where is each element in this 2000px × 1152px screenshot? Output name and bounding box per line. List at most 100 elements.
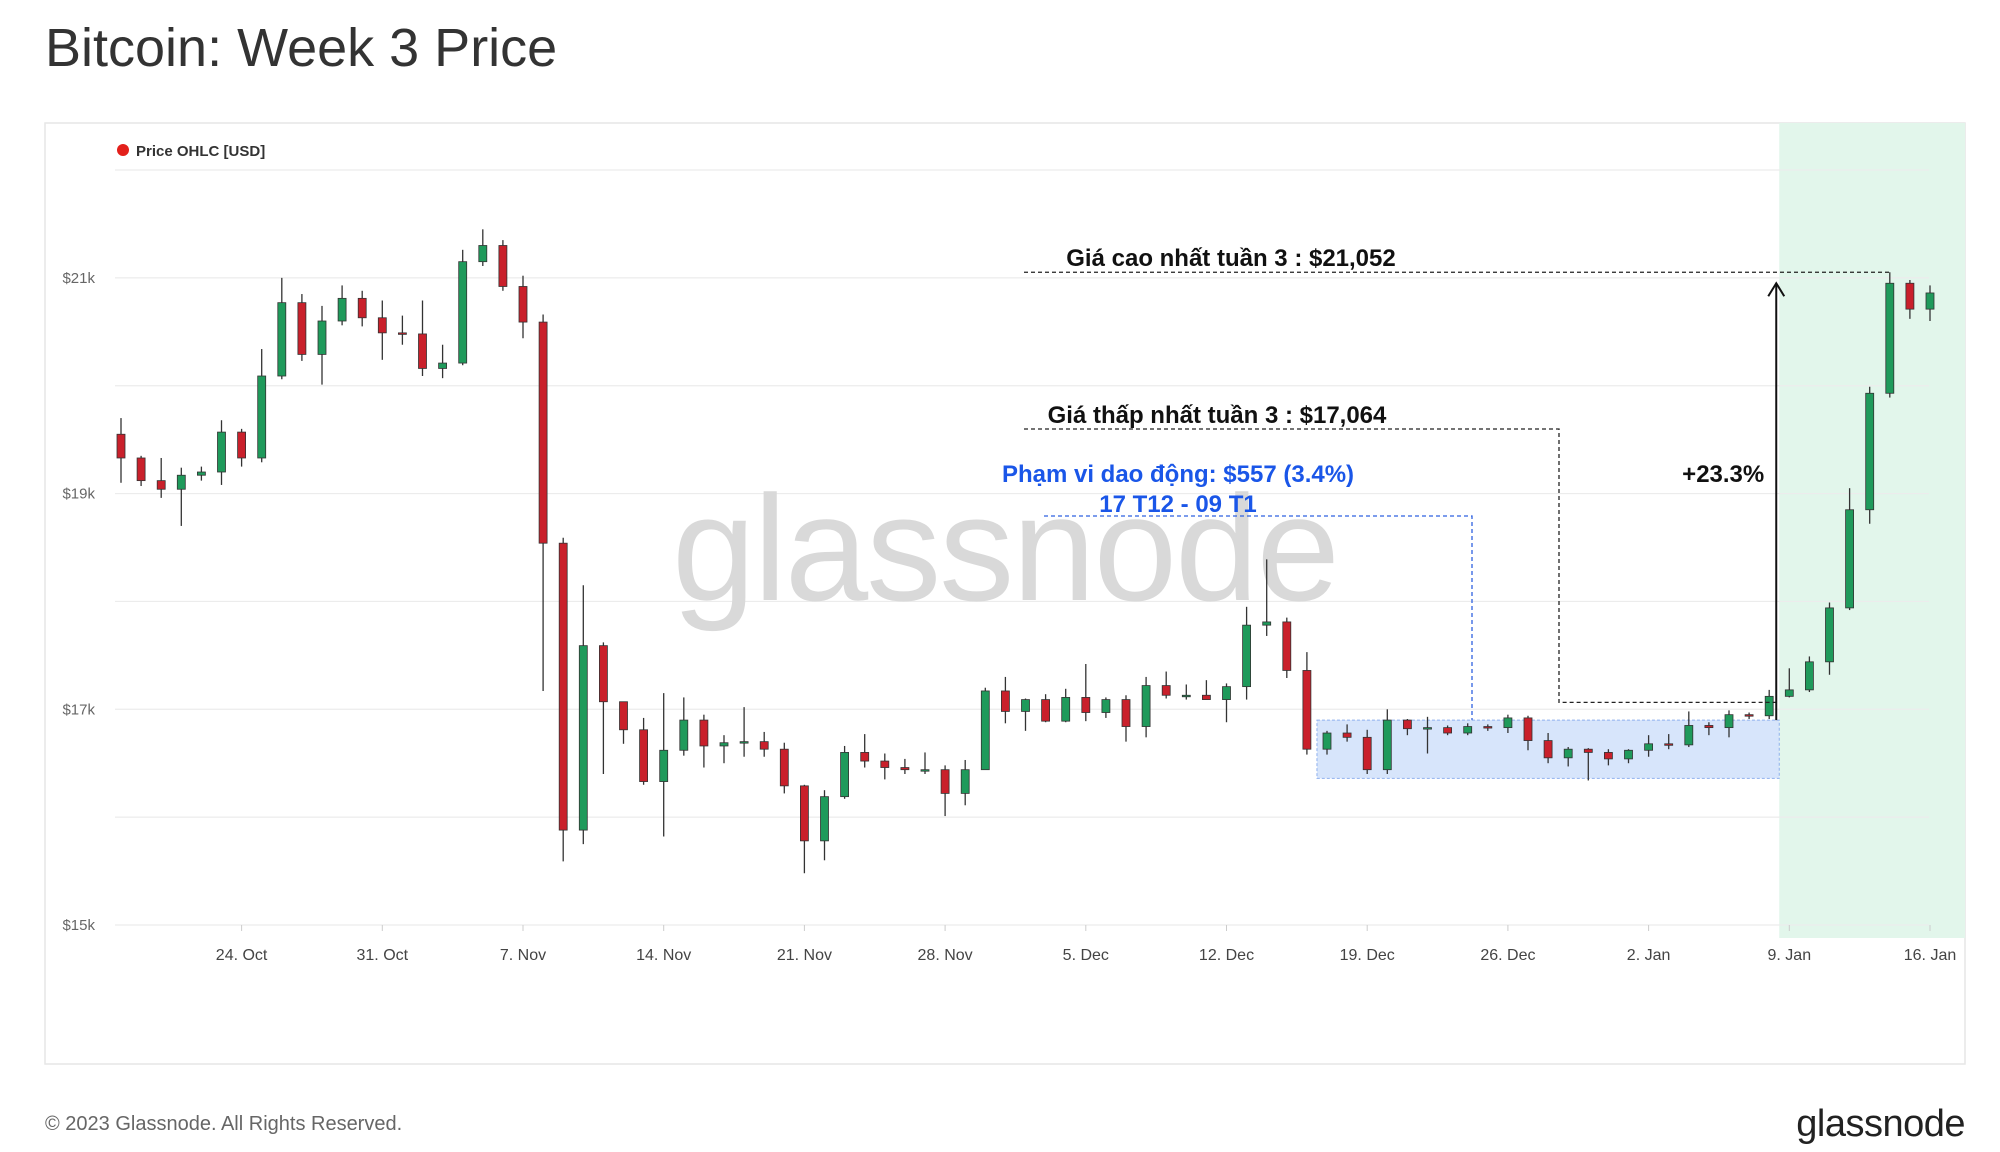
candle-body [297, 302, 307, 355]
x-tick-label: 21. Nov [777, 947, 832, 964]
candle-body [1041, 699, 1050, 722]
candle-body [1583, 748, 1593, 753]
y-tick-label: $15k [62, 917, 95, 934]
candle-body [1825, 607, 1834, 663]
range-label: Phạm vi dao động: $557 (3.4%) [1002, 461, 1354, 488]
y-tick-label: $19k [62, 486, 95, 503]
candle-body [1262, 621, 1272, 626]
candle-body [1382, 719, 1392, 771]
candle-body [1704, 725, 1714, 729]
x-tick-label: 16. Jan [1904, 947, 1956, 964]
footer: © 2023 Glassnode. All Rights Reserved. [45, 1113, 402, 1135]
low-line [1024, 428, 1780, 704]
range-line [1044, 515, 1473, 721]
candle-body [1764, 695, 1774, 717]
candle-body [357, 297, 367, 319]
candle-body [960, 769, 970, 794]
high-label: Giá cao nhất tuần 3 : $21,052 [1066, 245, 1395, 272]
candle-body [558, 542, 568, 831]
candle-body [1061, 697, 1071, 722]
candle-body [719, 742, 729, 747]
candle-body [860, 752, 870, 762]
candle-body [176, 474, 186, 490]
candle-body [800, 785, 809, 842]
x-tick-label: 5. Dec [1063, 947, 1109, 964]
range-period: 17 T12 - 09 T1 [1099, 491, 1256, 518]
x-tick-label: 12. Dec [1199, 947, 1254, 964]
candle-body [1001, 690, 1010, 712]
candle-body [1443, 727, 1452, 734]
candle-body [196, 471, 206, 476]
candle-body [1222, 686, 1231, 700]
candle-body [759, 741, 769, 750]
candle-body [1644, 743, 1653, 751]
candle-body [1302, 670, 1312, 750]
candle-body [1403, 719, 1412, 730]
candle-body [1925, 292, 1935, 310]
x-tick-label: 2. Jan [1627, 947, 1671, 964]
candle-body [458, 261, 468, 364]
candle-body [1423, 727, 1432, 730]
candle-body [1322, 732, 1332, 750]
candle-body [599, 645, 608, 703]
change-label: +23.3% [1682, 461, 1764, 488]
candle-body [1523, 717, 1533, 741]
candle-body [920, 769, 930, 772]
candle-body [1604, 752, 1613, 760]
candle-body [1021, 699, 1030, 712]
candle-body [1181, 694, 1191, 698]
candle-body [317, 320, 327, 355]
candle-body [377, 317, 387, 334]
candle-body [1101, 699, 1111, 713]
candle-body [1845, 509, 1854, 609]
candle-body [1885, 282, 1895, 394]
candle-body [438, 362, 448, 369]
candle-body [980, 690, 990, 771]
candle-body [1784, 689, 1794, 697]
candle-body [1362, 736, 1372, 771]
candle-body [1202, 694, 1211, 700]
x-tick-label: 26. Dec [1480, 947, 1535, 964]
candle-body [156, 480, 166, 490]
candle-body [136, 457, 146, 482]
candle-body [498, 245, 508, 287]
x-tick-label: 9. Jan [1768, 947, 1812, 964]
highlight-region [1779, 123, 1965, 938]
x-tick-label: 28. Nov [918, 947, 973, 964]
candle-body [1121, 699, 1131, 727]
candle-body [1483, 726, 1493, 729]
x-tick-label: 19. Dec [1340, 947, 1395, 964]
candle-body [1342, 732, 1352, 738]
candle-body [217, 431, 226, 473]
chart-title: Bitcoin: Week 3 Price [45, 18, 557, 78]
candle-body [699, 719, 709, 747]
candle-body [538, 321, 548, 544]
candle-body [739, 741, 749, 744]
candle-body [1563, 748, 1573, 759]
candle-body [940, 769, 950, 794]
candle-body [1805, 661, 1814, 691]
candle-body [880, 760, 890, 768]
candle-body [1684, 725, 1694, 746]
candle-body [840, 752, 849, 798]
candle-body [820, 796, 829, 842]
candle-body [1503, 717, 1513, 729]
candle-body [1724, 714, 1734, 729]
candle-body [578, 645, 588, 831]
candle-body [679, 719, 689, 751]
candle-body [1141, 685, 1151, 727]
x-tick-label: 7. Nov [500, 947, 546, 964]
x-tick-label: 24. Oct [216, 947, 268, 964]
candle-body [397, 332, 407, 335]
candle-body [1282, 621, 1292, 671]
candle-body [1463, 726, 1473, 734]
candle-body [619, 701, 628, 731]
candle-body [116, 433, 126, 459]
candle-body [1905, 282, 1915, 310]
y-tick-label: $21k [62, 270, 95, 287]
y-tick-label: $17k [62, 701, 95, 718]
candle-body [1744, 714, 1754, 717]
